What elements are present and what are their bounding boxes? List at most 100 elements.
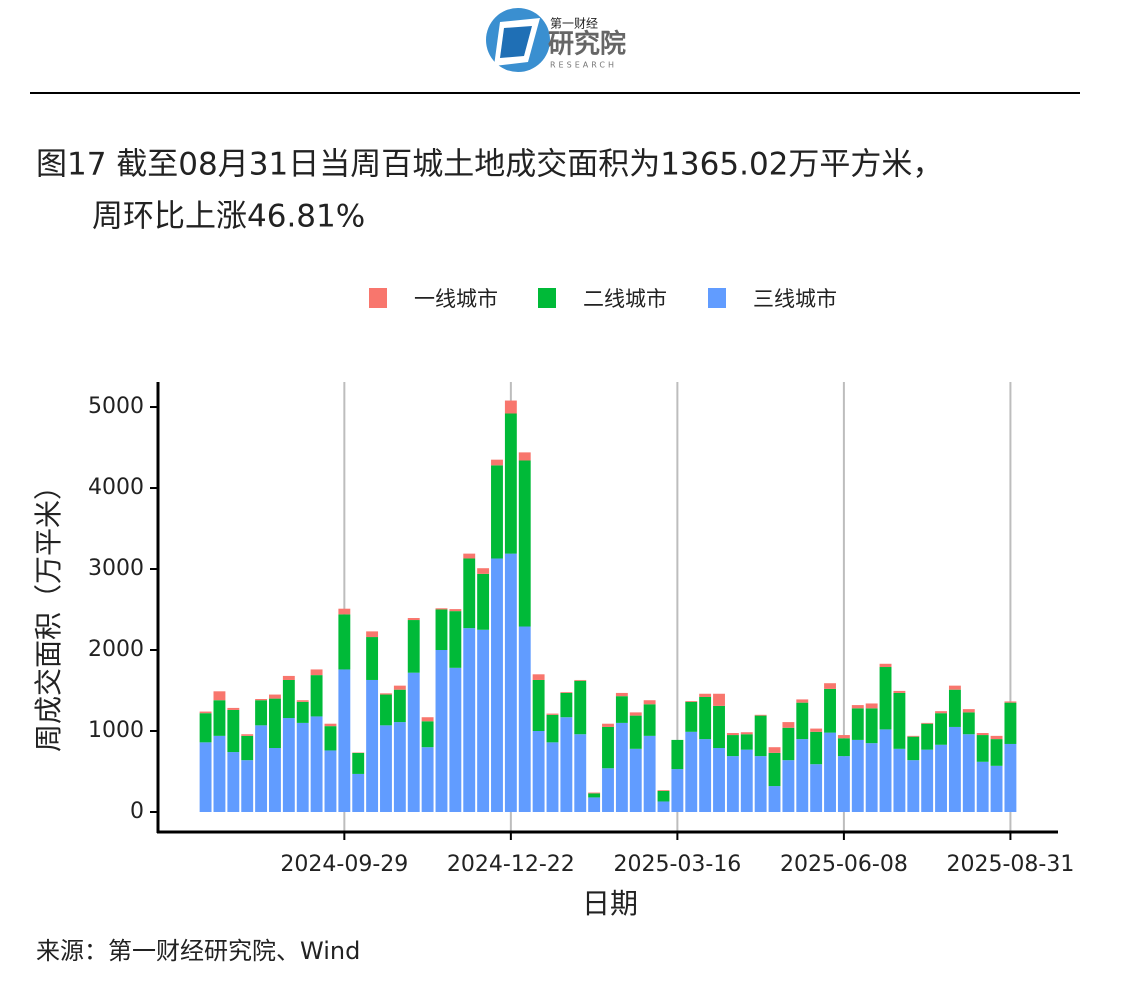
bar-segment	[574, 681, 586, 734]
bar-segment	[644, 704, 656, 736]
bar-segment	[713, 748, 725, 812]
bar-segment	[214, 736, 226, 812]
bar-segment	[366, 637, 378, 680]
bar-segment	[283, 676, 295, 680]
bar-segment	[408, 673, 420, 812]
bar-segment	[200, 713, 212, 742]
logo-name: 研究院	[548, 29, 626, 60]
bar-segment	[713, 694, 725, 706]
bar-segment	[782, 728, 794, 760]
bar-segment	[852, 740, 864, 812]
bar-segment	[422, 747, 434, 812]
bar-segment	[838, 756, 850, 812]
bar-segment	[755, 715, 767, 716]
bar-segment	[727, 735, 739, 756]
bar-segment	[574, 680, 586, 681]
bar-segment	[380, 695, 392, 726]
bar-segment	[269, 699, 281, 748]
bar-segment	[283, 680, 295, 718]
bar-segment	[824, 683, 836, 689]
bar-segment	[949, 727, 961, 812]
bar-segment	[519, 460, 531, 626]
bar-segment	[963, 734, 975, 812]
bar-segment	[463, 554, 475, 559]
bar-segment	[269, 748, 281, 812]
bar-segment	[935, 713, 947, 745]
bar-segment	[338, 614, 350, 669]
bar-segment	[227, 752, 239, 812]
bar-segment	[658, 790, 670, 791]
bar-segment	[422, 717, 434, 721]
bar-segment	[880, 667, 892, 729]
bar-segment	[755, 716, 767, 756]
bar-segment	[422, 721, 434, 747]
bar-segment	[241, 760, 253, 812]
bar-segment	[907, 736, 919, 737]
bar-segment	[755, 756, 767, 812]
bar-segment	[782, 760, 794, 812]
bar-segment	[880, 729, 892, 812]
bar-segment	[255, 700, 267, 725]
bar-segment	[325, 724, 337, 726]
source: 来源：第一财经研究院、Wind	[36, 937, 360, 965]
bar-segment	[699, 739, 711, 812]
bar-segment	[366, 631, 378, 637]
bar-segment	[810, 732, 822, 764]
bar-segment	[241, 736, 253, 760]
bar-segment	[824, 689, 836, 733]
bar-segment	[963, 709, 975, 712]
bar-segment	[408, 620, 420, 673]
bar-segment	[977, 733, 989, 735]
legend-swatch	[369, 288, 387, 308]
bar-segment	[588, 793, 600, 797]
bar-segment	[477, 568, 489, 574]
bar-segment	[977, 762, 989, 812]
bar-segment	[297, 702, 309, 723]
bar-segment	[769, 753, 781, 786]
bar-segment	[907, 737, 919, 760]
y-tick-label: 0	[130, 799, 144, 824]
x-tick-label: 2025-08-31	[946, 852, 1074, 877]
bar-segment	[200, 742, 212, 812]
bar-segment	[560, 717, 572, 812]
bar-segment	[727, 756, 739, 812]
bar-segment	[352, 753, 364, 774]
bar-segment	[283, 718, 295, 812]
bar-segment	[796, 699, 808, 702]
bar-segment	[671, 740, 683, 769]
bar-segment	[311, 716, 323, 812]
bar-segment	[921, 750, 933, 812]
bar-segment	[991, 739, 1003, 766]
bar-segment	[214, 691, 226, 700]
bar-segment	[227, 710, 239, 752]
bar-segment	[810, 764, 822, 812]
bar-segment	[491, 558, 503, 812]
bar-segment	[463, 628, 475, 812]
bar-segment	[1004, 744, 1016, 812]
bar-segment	[616, 693, 628, 696]
bar-segment	[852, 708, 864, 740]
bar-segment	[977, 735, 989, 762]
y-tick-label: 3000	[88, 556, 144, 581]
bar-segment	[699, 694, 711, 697]
chart-title: 周环比上涨46.81%	[92, 199, 365, 235]
bar-segment	[311, 669, 323, 675]
bar-segment	[616, 696, 628, 723]
bar-segment	[297, 723, 309, 812]
legend-swatch	[708, 288, 726, 308]
legend-label: 一线城市	[414, 287, 498, 311]
bar-segment	[588, 793, 600, 794]
bar-segment	[380, 693, 392, 694]
bar-segment	[338, 609, 350, 615]
bar-segment	[533, 674, 545, 680]
bar-segment	[241, 734, 253, 736]
y-tick-label: 1000	[88, 718, 144, 743]
y-axis-title: 周成交面积（万平米）	[32, 472, 65, 752]
bar-segment	[255, 725, 267, 812]
bar-segment	[491, 465, 503, 558]
bar-segment	[436, 650, 448, 812]
bar-segment	[227, 708, 239, 710]
logo-brand: 第一财经	[550, 17, 598, 31]
bar-segment	[644, 700, 656, 704]
bar-segment	[394, 690, 406, 722]
